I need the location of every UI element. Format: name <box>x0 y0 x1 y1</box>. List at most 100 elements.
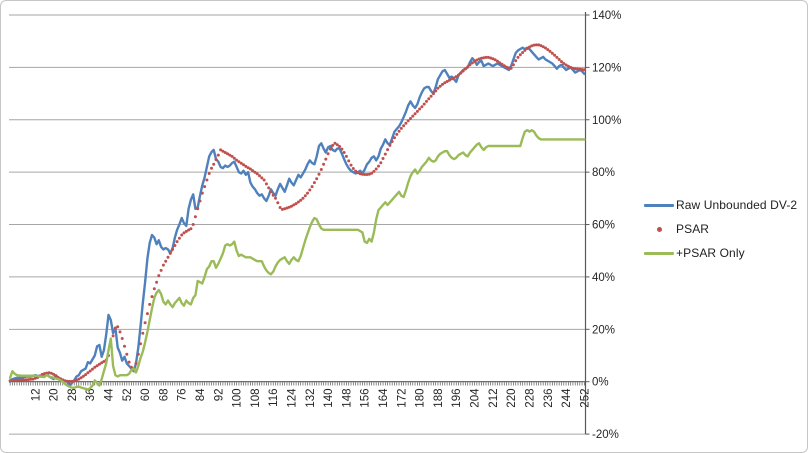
psar-dot <box>347 159 351 163</box>
psar-dot <box>539 44 543 48</box>
psar-dot <box>438 84 442 88</box>
psar-dot <box>40 372 44 376</box>
psar-dot <box>349 163 353 167</box>
psar-dot <box>459 71 463 75</box>
psar-dot <box>244 164 248 168</box>
psar-dot <box>312 181 316 185</box>
psar-dot <box>468 63 472 67</box>
psar-dot <box>328 147 332 151</box>
psar-dot <box>267 186 271 190</box>
psar-dot <box>463 67 467 71</box>
chart-legend: Raw Unbounded DV-2 PSAR +PSAR Only <box>644 193 804 265</box>
y-axis-tick-label: 40% <box>592 272 615 284</box>
psar-dot <box>157 274 161 278</box>
psar-dot <box>326 152 330 156</box>
psar-dot <box>411 114 415 118</box>
psar-dot <box>447 78 451 82</box>
psar-dot <box>441 82 444 86</box>
psar-dot <box>303 194 307 198</box>
psar-dot <box>351 167 355 170</box>
psar-dot <box>68 379 72 383</box>
psar-dot <box>571 66 575 70</box>
psar-dot <box>81 374 85 378</box>
psar-dot <box>148 302 152 306</box>
psar-dot <box>580 68 584 71</box>
psar-dot <box>333 141 337 145</box>
psar-dot <box>118 330 122 334</box>
psar-dot <box>466 65 470 69</box>
x-axis-tick-label: 108 <box>250 389 262 408</box>
psar-dot <box>370 171 374 175</box>
psar-dot <box>367 172 371 176</box>
legend-line-marker-blue <box>644 203 674 207</box>
psar-dot <box>431 92 435 96</box>
psar-dot <box>177 236 181 240</box>
psar-dot <box>93 365 97 369</box>
psar-dot <box>582 68 586 72</box>
psar-dot <box>8 379 12 383</box>
psar-dot <box>102 360 106 363</box>
psar-dot <box>338 145 342 148</box>
psar-dot <box>15 378 19 382</box>
psar-dot <box>493 58 497 62</box>
x-axis-tick-label: 84 <box>195 388 207 401</box>
psar-dot <box>344 154 348 158</box>
psar-dot <box>22 378 26 382</box>
psar-dot <box>335 143 339 147</box>
psar-dot <box>271 193 275 197</box>
psar-dot <box>226 152 229 156</box>
psar-dot <box>363 173 367 176</box>
psar-dot <box>152 287 156 291</box>
x-axis-tick-label: 100 <box>232 389 244 408</box>
x-axis-tick-label: 196 <box>451 389 463 408</box>
x-axis-tick-label: 148 <box>341 389 353 408</box>
psar-dot <box>486 55 490 59</box>
psar-dot <box>500 62 504 66</box>
psar-dot <box>145 312 149 316</box>
psar-dot <box>372 169 376 173</box>
psar-dot <box>264 182 268 186</box>
x-axis-tick-label: 76 <box>177 389 189 402</box>
psar-dot <box>532 43 536 47</box>
legend-label: Raw Unbounded DV-2 <box>676 198 798 212</box>
psar-dot <box>221 149 225 153</box>
psar-dot <box>502 64 506 68</box>
psar-dot <box>49 371 53 375</box>
psar-dot <box>383 152 387 156</box>
psar-dot <box>354 169 358 173</box>
y-axis-tick-label: 140% <box>592 10 621 22</box>
psar-dot <box>13 378 17 382</box>
psar-dot <box>141 331 145 335</box>
x-axis-tick-label: 60 <box>140 389 152 402</box>
psar-dot <box>283 207 287 211</box>
psar-dot <box>390 140 394 143</box>
psar-dot <box>294 202 298 206</box>
psar-dot <box>246 166 250 170</box>
psar-dot <box>422 102 426 106</box>
psar-dot <box>521 51 525 54</box>
psar-dot <box>505 65 509 69</box>
psar-dot <box>219 148 223 152</box>
psar-dot <box>541 45 545 49</box>
psar-dot <box>319 168 323 171</box>
psar-dot <box>308 188 312 192</box>
psar-dot <box>260 176 264 180</box>
psar-dot <box>569 65 573 69</box>
psar-dot <box>164 259 168 263</box>
psar-dot <box>175 240 179 244</box>
psar-dot <box>143 321 147 325</box>
psar-dot <box>171 247 175 251</box>
legend-dot-marker-red <box>644 226 674 232</box>
psar-dot <box>191 223 195 226</box>
psar-dot <box>479 56 483 60</box>
psar-dot <box>88 369 92 373</box>
psar-dot <box>228 153 232 157</box>
psar-dot <box>255 172 259 176</box>
psar-dot <box>395 132 399 136</box>
psar-dot <box>377 164 380 168</box>
psar-dot <box>161 263 165 267</box>
psar-dot <box>404 121 408 125</box>
psar-dot <box>193 215 197 219</box>
x-axis-tick-label: 12 <box>30 389 42 402</box>
